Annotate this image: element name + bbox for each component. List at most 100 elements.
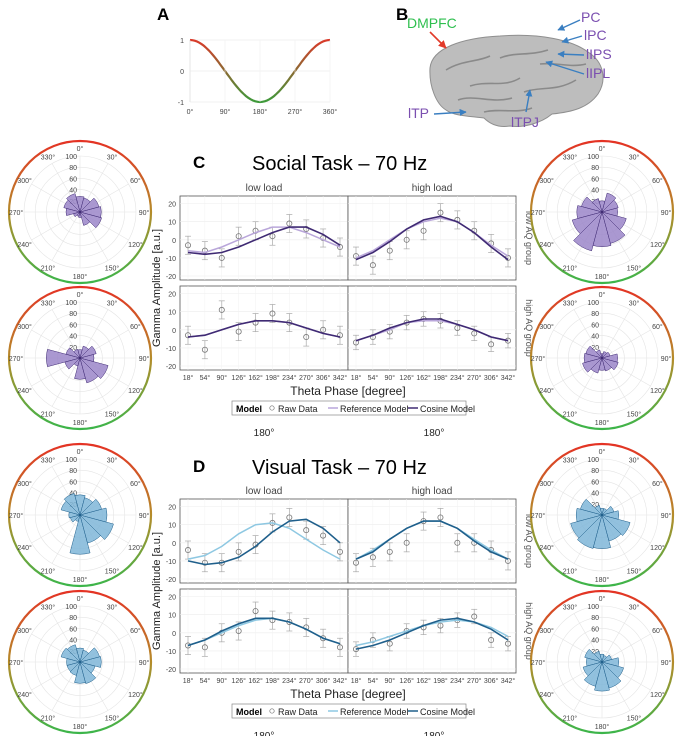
y-tick-label: 10	[168, 613, 176, 620]
rose-wedge	[601, 657, 620, 667]
rose-angle-label: 300°	[17, 480, 32, 488]
legend-ref: Reference Model	[340, 404, 409, 414]
panel-letter-b: B	[396, 5, 408, 24]
rose-wedge	[601, 211, 626, 244]
rose-wedge	[79, 357, 109, 379]
x-tick-label: 234°	[282, 677, 297, 685]
rose-wedge	[63, 493, 81, 516]
raw-data-point	[352, 559, 359, 566]
rose-angle-label: 270°	[531, 659, 546, 667]
rose-plot-visual-left-top: 204060801000°30°60°90°120°150°180°210°24…	[7, 442, 153, 588]
rose-wedge	[601, 357, 619, 371]
y-tick-label: -20	[166, 274, 176, 281]
rose-wedge	[601, 505, 615, 516]
raw-data-point	[201, 247, 208, 254]
x-tick-label: 54°	[200, 677, 211, 685]
raw-data-point	[386, 548, 393, 555]
rose-angle-label: 0°	[599, 448, 606, 456]
rose-angle-label: 90°	[139, 659, 150, 667]
y-tick-label: 20	[168, 292, 176, 299]
x-tick-label: 234°	[282, 374, 297, 382]
rose-angle-label: 90°	[661, 209, 672, 217]
rose-angle-label: 240°	[539, 544, 554, 552]
rose-angle-label: 300°	[17, 323, 32, 331]
raw-data-point	[184, 242, 191, 249]
rose-spoke	[51, 211, 81, 261]
cosine-model-line	[355, 318, 509, 342]
row-label: high AQ group	[524, 299, 534, 357]
y-tick-label: -10	[166, 559, 176, 566]
raw-data-point	[201, 559, 208, 566]
rose-ring-label: 60	[69, 176, 77, 183]
rose-angle-label: 120°	[650, 544, 665, 552]
x-tick-label: 342°	[501, 374, 516, 382]
rose-ring-label: 100	[65, 154, 77, 161]
rose-angle-label: 60°	[130, 627, 141, 635]
rose-angle-label: 90°	[139, 355, 150, 363]
rose-angle-label: 150°	[105, 714, 120, 722]
rose-angle-label: 210°	[41, 410, 56, 418]
rose-angle-label: 120°	[650, 691, 665, 699]
rose-angle-label: 30°	[107, 300, 118, 308]
legend-raw: Raw Data	[278, 404, 318, 414]
y-tick-label: -20	[166, 667, 176, 674]
x-tick-label: 270°	[467, 677, 482, 685]
reference-model-line	[187, 226, 341, 254]
row-label: high AQ group	[524, 602, 534, 660]
rose-angle-label: 30°	[629, 457, 640, 465]
col-header-high: high load	[412, 183, 453, 194]
rose-ring-label: 40	[591, 188, 599, 195]
rose-angle-label: 150°	[105, 567, 120, 575]
rose-angle-label: 60°	[130, 177, 141, 185]
rose-wedge	[66, 193, 81, 213]
rose-angle-label: 90°	[139, 512, 150, 520]
arrow-lips	[557, 50, 585, 58]
raw-data-point	[201, 346, 208, 353]
rose-plot-visual-left-bottom: 204060801000°30°60°90°120°150°180°210°24…	[7, 589, 153, 735]
row-label: low AQ group	[524, 211, 534, 265]
rose-ring-label: 60	[591, 479, 599, 486]
rose-angle-label: 300°	[539, 323, 554, 331]
rose-ring-label: 60	[69, 479, 77, 486]
below-label-left: 180°	[254, 731, 275, 736]
rose-angle-label: 330°	[563, 604, 578, 612]
y-tick-label: -20	[166, 364, 176, 371]
rose-angle-label: 330°	[563, 300, 578, 308]
legend-ref: Reference Model	[340, 707, 409, 717]
rose-ring-label: 80	[591, 468, 599, 475]
raw-data-point	[320, 326, 327, 333]
rose-spoke	[51, 514, 81, 564]
rose-angle-label: 0°	[599, 595, 606, 603]
legend-title: Model	[236, 707, 262, 717]
rose-angle-label: 270°	[531, 355, 546, 363]
cos-ytick: 0	[180, 69, 184, 76]
rose-angle-label: 60°	[130, 323, 141, 331]
rose-angle-label: 180°	[595, 723, 610, 731]
rose-ring-label: 40	[69, 638, 77, 645]
rose-angle-label: 60°	[652, 177, 663, 185]
x-tick-label: 306°	[316, 374, 331, 382]
legend-title: Model	[236, 404, 262, 414]
col-header-low: low load	[246, 486, 283, 497]
arrow-pc	[557, 19, 581, 31]
rose-wedge	[79, 514, 114, 540]
raw-data-point	[437, 622, 444, 629]
y-tick-label: 10	[168, 310, 176, 317]
rose-angle-label: 0°	[599, 291, 606, 299]
raw-data-point	[252, 319, 259, 326]
rose-wedge	[590, 357, 603, 374]
raw-data-point	[454, 324, 461, 331]
x-tick-label: 18°	[351, 374, 362, 382]
rose-wedge	[601, 654, 613, 663]
y-tick-label: -10	[166, 346, 176, 353]
y-axis-label: Gamma Amplitude [a.u.]	[151, 532, 163, 650]
x-tick-label: 342°	[501, 677, 516, 685]
rose-wedge	[601, 655, 608, 663]
rose-wedge	[79, 345, 90, 359]
raw-data-point	[437, 209, 444, 216]
rose-angle-label: 150°	[105, 410, 120, 418]
rose-ring-label: 100	[65, 604, 77, 611]
x-tick-label: 198°	[265, 374, 280, 382]
raw-data-point	[303, 334, 310, 341]
